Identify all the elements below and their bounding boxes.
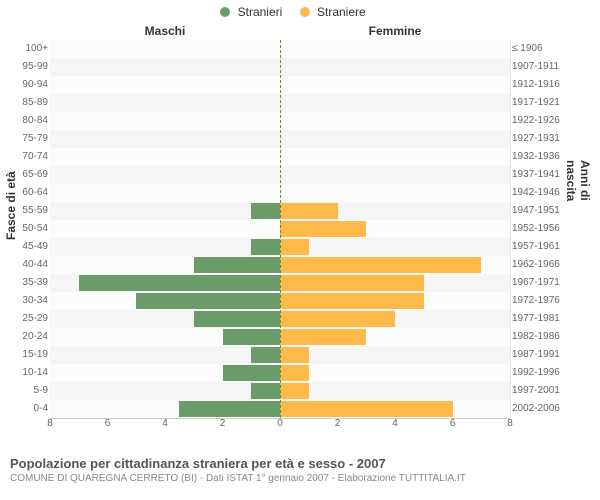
legend-label-male: Stranieri (238, 5, 283, 19)
bar-female (280, 311, 395, 327)
x-tick-label: 6 (105, 418, 111, 429)
x-axis: 8 6 4 2 0 2 4 6 8 (50, 418, 510, 438)
y-right-label: 1962-1966 (512, 259, 598, 270)
y-right-label: 1932-1936 (512, 151, 598, 162)
y-right-label: 1937-1941 (512, 169, 598, 180)
bar-female (280, 257, 481, 273)
y-right-label: 1952-1956 (512, 223, 598, 234)
legend: Stranieri Straniere (0, 4, 600, 19)
bar-female (280, 293, 424, 309)
x-tick-label: 8 (507, 418, 513, 429)
chart-container: Stranieri Straniere Maschi Femmine Fasce… (0, 0, 600, 500)
y-right-label: ≤ 1906 (512, 43, 598, 54)
legend-label-female: Straniere (317, 5, 366, 19)
bar-male (251, 347, 280, 363)
y-left-label: 95-99 (0, 61, 48, 72)
bar-female (280, 401, 453, 417)
bar-female (280, 203, 338, 219)
bar-male (194, 257, 280, 273)
bar-male (79, 275, 280, 291)
y-left-label: 60-64 (0, 187, 48, 198)
y-left-label: 75-79 (0, 133, 48, 144)
bar-female (280, 383, 309, 399)
legend-dot-male (220, 7, 230, 17)
bar-female (280, 239, 309, 255)
bar-male (251, 239, 280, 255)
y-left-label: 45-49 (0, 241, 48, 252)
x-tick-label: 2 (220, 418, 226, 429)
y-right-label: 1957-1961 (512, 241, 598, 252)
y-right-label: 1922-1926 (512, 115, 598, 126)
gridline-vertical (510, 40, 511, 418)
bar-male (223, 365, 281, 381)
x-tick-label: 0 (277, 418, 283, 429)
y-right-label: 1987-1991 (512, 349, 598, 360)
bar-female (280, 329, 366, 345)
bar-female (280, 347, 309, 363)
y-right-label: 1992-1996 (512, 367, 598, 378)
y-right-label: 1982-1986 (512, 331, 598, 342)
y-right-label: 1977-1981 (512, 313, 598, 324)
y-left-label: 85-89 (0, 97, 48, 108)
bar-male (136, 293, 280, 309)
caption-subtitle: COMUNE DI QUAREGNA CERRETO (BI) - Dati I… (10, 473, 590, 484)
y-right-label: 1967-1971 (512, 277, 598, 288)
plot-area (50, 40, 510, 440)
caption-title: Popolazione per cittadinanza straniera p… (10, 456, 590, 471)
bar-male (179, 401, 280, 417)
y-left-label: 10-14 (0, 367, 48, 378)
legend-dot-female (300, 7, 310, 17)
y-left-label: 15-19 (0, 349, 48, 360)
y-left-label: 5-9 (0, 385, 48, 396)
y-left-label: 70-74 (0, 151, 48, 162)
y-left-label: 35-39 (0, 277, 48, 288)
y-left-label: 80-84 (0, 115, 48, 126)
x-tick-label: 2 (335, 418, 341, 429)
y-left-label: 0-4 (0, 403, 48, 414)
bar-female (280, 275, 424, 291)
bar-male (251, 203, 280, 219)
y-right-label: 2002-2006 (512, 403, 598, 414)
y-left-label: 50-54 (0, 223, 48, 234)
y-left-label: 100+ (0, 43, 48, 54)
y-left-label: 65-69 (0, 169, 48, 180)
x-tick-label: 4 (392, 418, 398, 429)
x-tick-label: 6 (450, 418, 456, 429)
y-right-label: 1917-1921 (512, 97, 598, 108)
y-left-label: 25-29 (0, 313, 48, 324)
y-right-label: 1972-1976 (512, 295, 598, 306)
bar-female (280, 221, 366, 237)
y-right-label: 1942-1946 (512, 187, 598, 198)
bar-male (251, 383, 280, 399)
x-tick-label: 8 (47, 418, 53, 429)
y-right-label: 1997-2001 (512, 385, 598, 396)
y-left-label: 40-44 (0, 259, 48, 270)
y-left-label: 20-24 (0, 331, 48, 342)
column-header-left: Maschi (50, 24, 280, 38)
y-left-label: 30-34 (0, 295, 48, 306)
bar-male (223, 329, 281, 345)
y-right-label: 1927-1931 (512, 133, 598, 144)
caption: Popolazione per cittadinanza straniera p… (10, 456, 590, 484)
bar-male (194, 311, 280, 327)
y-right-label: 1907-1911 (512, 61, 598, 72)
center-line (280, 40, 281, 418)
bar-female (280, 365, 309, 381)
x-tick-label: 4 (162, 418, 168, 429)
y-left-label: 90-94 (0, 79, 48, 90)
y-left-label: 55-59 (0, 205, 48, 216)
column-header-right: Femmine (280, 24, 510, 38)
y-right-label: 1947-1951 (512, 205, 598, 216)
y-right-label: 1912-1916 (512, 79, 598, 90)
